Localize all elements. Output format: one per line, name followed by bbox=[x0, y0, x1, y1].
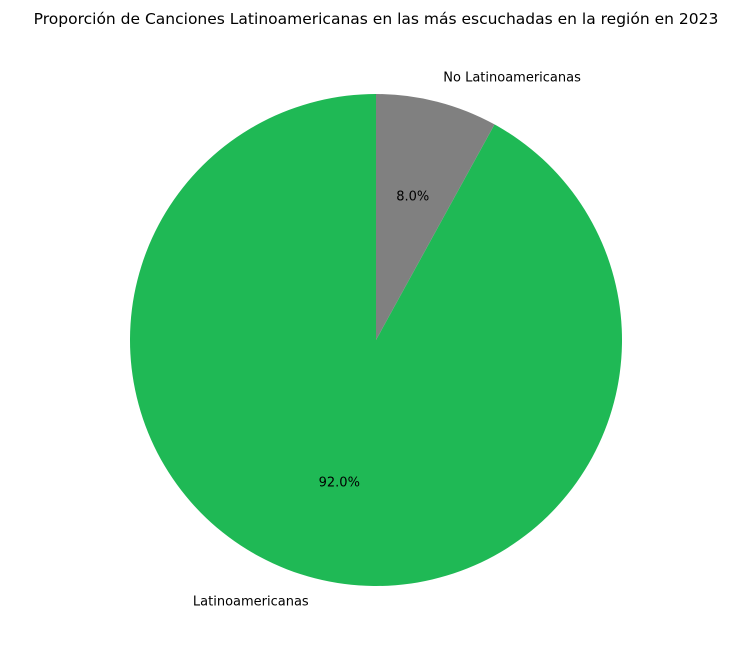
slice-percent-label-0: 92.0% bbox=[319, 475, 360, 490]
pie-labels: Latinoamericanas 92.0% No Latinoamericanas… bbox=[193, 70, 581, 609]
slice-label-1: No Latinoamericanas bbox=[443, 70, 581, 85]
chart-title: Proporción de Canciones Latinoamericanas… bbox=[34, 10, 719, 28]
slice-percent-label-1: 8.0% bbox=[396, 190, 429, 205]
pie-slices bbox=[130, 94, 622, 586]
slice-label-0: Latinoamericanas bbox=[193, 595, 309, 610]
pie-slice-1 bbox=[376, 94, 495, 340]
